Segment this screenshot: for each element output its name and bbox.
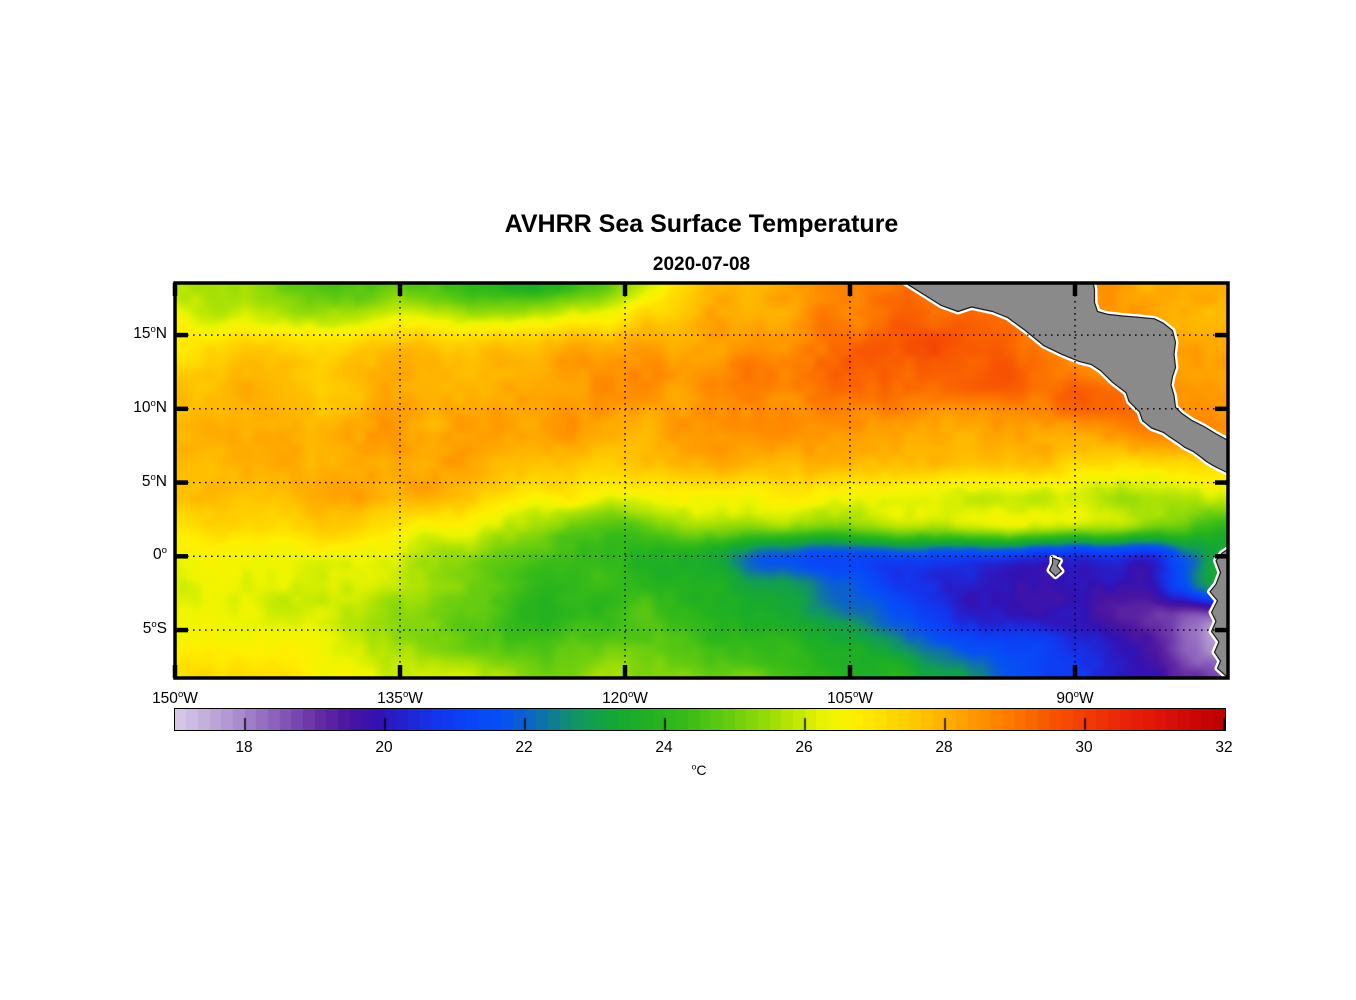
lon-tick-label: 105oW bbox=[827, 688, 873, 707]
colorbar-tick-label: 20 bbox=[375, 739, 393, 756]
colorbar-unit-label: oC bbox=[691, 761, 707, 778]
colorbar-tick-label: 22 bbox=[515, 739, 533, 756]
lon-tick-label: 120oW bbox=[602, 688, 648, 707]
colorbar-tick-label: 30 bbox=[1075, 739, 1093, 756]
colorbar-tick-label: 26 bbox=[795, 739, 813, 756]
lat-tick-label: 10oN bbox=[133, 397, 167, 416]
sst-heatmap-canvas bbox=[175, 283, 1228, 678]
lon-tick-label: 135oW bbox=[377, 688, 423, 707]
lat-tick-label: 15oN bbox=[133, 323, 167, 342]
colorbar-tick-label: 24 bbox=[655, 739, 673, 756]
colorbar-tick-label: 32 bbox=[1215, 739, 1233, 756]
colorbar bbox=[174, 708, 1226, 731]
lat-tick-label: 0o bbox=[153, 544, 167, 563]
colorbar-tick-label: 18 bbox=[235, 739, 253, 756]
colorbar-tick-label: 28 bbox=[935, 739, 953, 756]
lon-tick-label: 150oW bbox=[152, 688, 198, 707]
page-title: AVHRR Sea Surface Temperature bbox=[504, 210, 899, 238]
chart-subtitle: 2020-07-08 bbox=[652, 254, 751, 275]
lat-tick-label: 5oS bbox=[142, 618, 167, 637]
lat-tick-label: 5oN bbox=[141, 471, 167, 490]
lon-tick-label: 90oW bbox=[1056, 688, 1094, 707]
